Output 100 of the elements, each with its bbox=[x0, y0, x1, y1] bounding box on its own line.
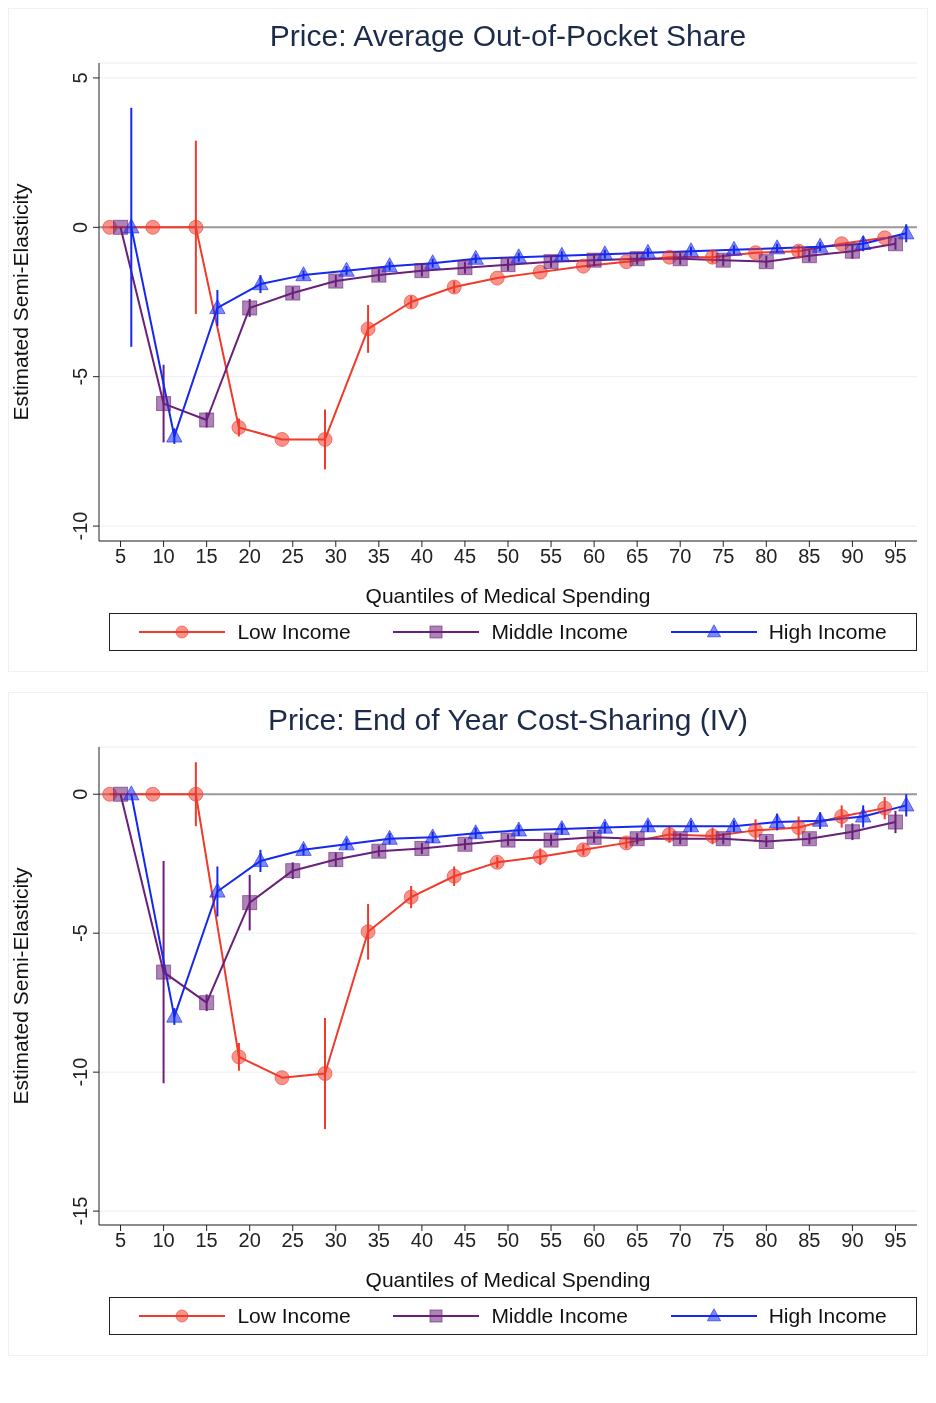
point bbox=[682, 817, 700, 833]
point bbox=[467, 249, 484, 265]
x-tick-label: 90 bbox=[841, 1229, 864, 1252]
point bbox=[510, 248, 527, 264]
point bbox=[424, 254, 441, 270]
y-tick-label: 5 bbox=[69, 72, 91, 84]
x-tick-label: 10 bbox=[152, 545, 175, 568]
x-tick-label: 85 bbox=[798, 545, 821, 568]
x-axis-title: Quantiles of Medical Spending bbox=[365, 1268, 651, 1291]
x-tick-label: 85 bbox=[798, 1229, 821, 1252]
x-tick-label: 70 bbox=[669, 1229, 692, 1252]
point bbox=[252, 275, 269, 291]
y-tick-label: -5 bbox=[69, 924, 91, 943]
y-axis-title: Estimated Semi-Elasticity bbox=[9, 183, 33, 421]
point bbox=[446, 279, 462, 295]
point bbox=[123, 785, 140, 801]
x-tick-label: 95 bbox=[884, 1229, 907, 1252]
point bbox=[500, 832, 516, 848]
y-tick-label: -10 bbox=[69, 511, 91, 541]
point bbox=[317, 431, 333, 447]
point bbox=[586, 829, 602, 845]
x-tick-label: 50 bbox=[496, 1229, 520, 1252]
point bbox=[145, 219, 161, 235]
point bbox=[317, 1066, 333, 1082]
x-tick-label: 20 bbox=[238, 545, 261, 568]
x-tick-label: 75 bbox=[712, 1229, 735, 1252]
point bbox=[854, 807, 872, 823]
point bbox=[898, 796, 915, 812]
point bbox=[166, 1007, 183, 1023]
point bbox=[811, 237, 829, 253]
point bbox=[586, 252, 602, 268]
x-tick-label: 80 bbox=[755, 545, 778, 568]
x-tick-label: 65 bbox=[626, 1229, 649, 1252]
point bbox=[231, 419, 247, 435]
x-tick-label: 55 bbox=[539, 1229, 563, 1252]
x-tick-label: 65 bbox=[626, 545, 649, 568]
point bbox=[748, 822, 764, 838]
point bbox=[758, 833, 774, 849]
point bbox=[156, 396, 172, 412]
x-tick-label: 70 bbox=[669, 545, 692, 568]
point bbox=[457, 260, 473, 276]
x-tick-label: 15 bbox=[195, 545, 218, 568]
point bbox=[596, 818, 614, 834]
x-axis-title: Quantiles of Medical Spending bbox=[365, 584, 651, 607]
point bbox=[285, 285, 301, 301]
point bbox=[457, 836, 473, 852]
x-tick-label: 90 bbox=[841, 545, 864, 568]
x-tick-label: 30 bbox=[324, 1229, 347, 1252]
point bbox=[639, 817, 657, 833]
x-tick-label: 5 bbox=[114, 545, 127, 568]
point bbox=[360, 321, 376, 337]
legend-label: High Income bbox=[768, 1304, 887, 1328]
x-tick-label: 40 bbox=[410, 545, 434, 568]
point bbox=[188, 786, 204, 802]
x-tick-label: 55 bbox=[539, 545, 563, 568]
point bbox=[371, 843, 387, 859]
point bbox=[381, 257, 398, 273]
point bbox=[500, 257, 516, 273]
point bbox=[188, 219, 204, 235]
x-tick-label: 35 bbox=[367, 545, 390, 568]
point bbox=[424, 828, 441, 844]
point bbox=[672, 251, 688, 267]
point bbox=[274, 1070, 290, 1086]
point bbox=[446, 868, 462, 884]
x-tick-label: 10 bbox=[152, 1229, 175, 1252]
point bbox=[834, 236, 850, 252]
point bbox=[414, 840, 430, 856]
point bbox=[596, 245, 614, 261]
point bbox=[209, 299, 226, 315]
x-tick-label: 15 bbox=[195, 1229, 218, 1252]
point bbox=[403, 889, 419, 905]
point bbox=[553, 246, 571, 262]
x-tick-label: 35 bbox=[367, 1229, 390, 1252]
point bbox=[371, 267, 387, 283]
point bbox=[467, 824, 484, 840]
chart-title: Price: End of Year Cost-Sharing (IV) bbox=[266, 703, 750, 737]
point bbox=[887, 236, 903, 252]
point bbox=[166, 427, 183, 443]
point bbox=[725, 817, 743, 833]
legend-label: Middle Income bbox=[491, 1304, 628, 1328]
x-tick-label: 25 bbox=[281, 545, 304, 568]
point bbox=[489, 270, 505, 286]
point bbox=[123, 218, 140, 234]
legend-label: Middle Income bbox=[491, 620, 628, 644]
x-tick-label: 75 bbox=[712, 545, 735, 568]
point bbox=[887, 814, 903, 830]
point bbox=[715, 252, 731, 268]
point bbox=[156, 964, 172, 980]
point bbox=[801, 248, 817, 264]
x-tick-label: 5 bbox=[114, 1229, 127, 1252]
x-tick-label: 40 bbox=[410, 1229, 434, 1252]
point bbox=[898, 224, 915, 240]
point bbox=[532, 264, 548, 280]
point bbox=[242, 895, 258, 911]
point bbox=[328, 273, 344, 289]
legend-label: Low Income bbox=[237, 620, 351, 644]
point bbox=[338, 261, 355, 277]
y-tick-label: 0 bbox=[69, 221, 91, 233]
x-tick-label: 50 bbox=[496, 545, 520, 568]
point bbox=[242, 300, 258, 316]
